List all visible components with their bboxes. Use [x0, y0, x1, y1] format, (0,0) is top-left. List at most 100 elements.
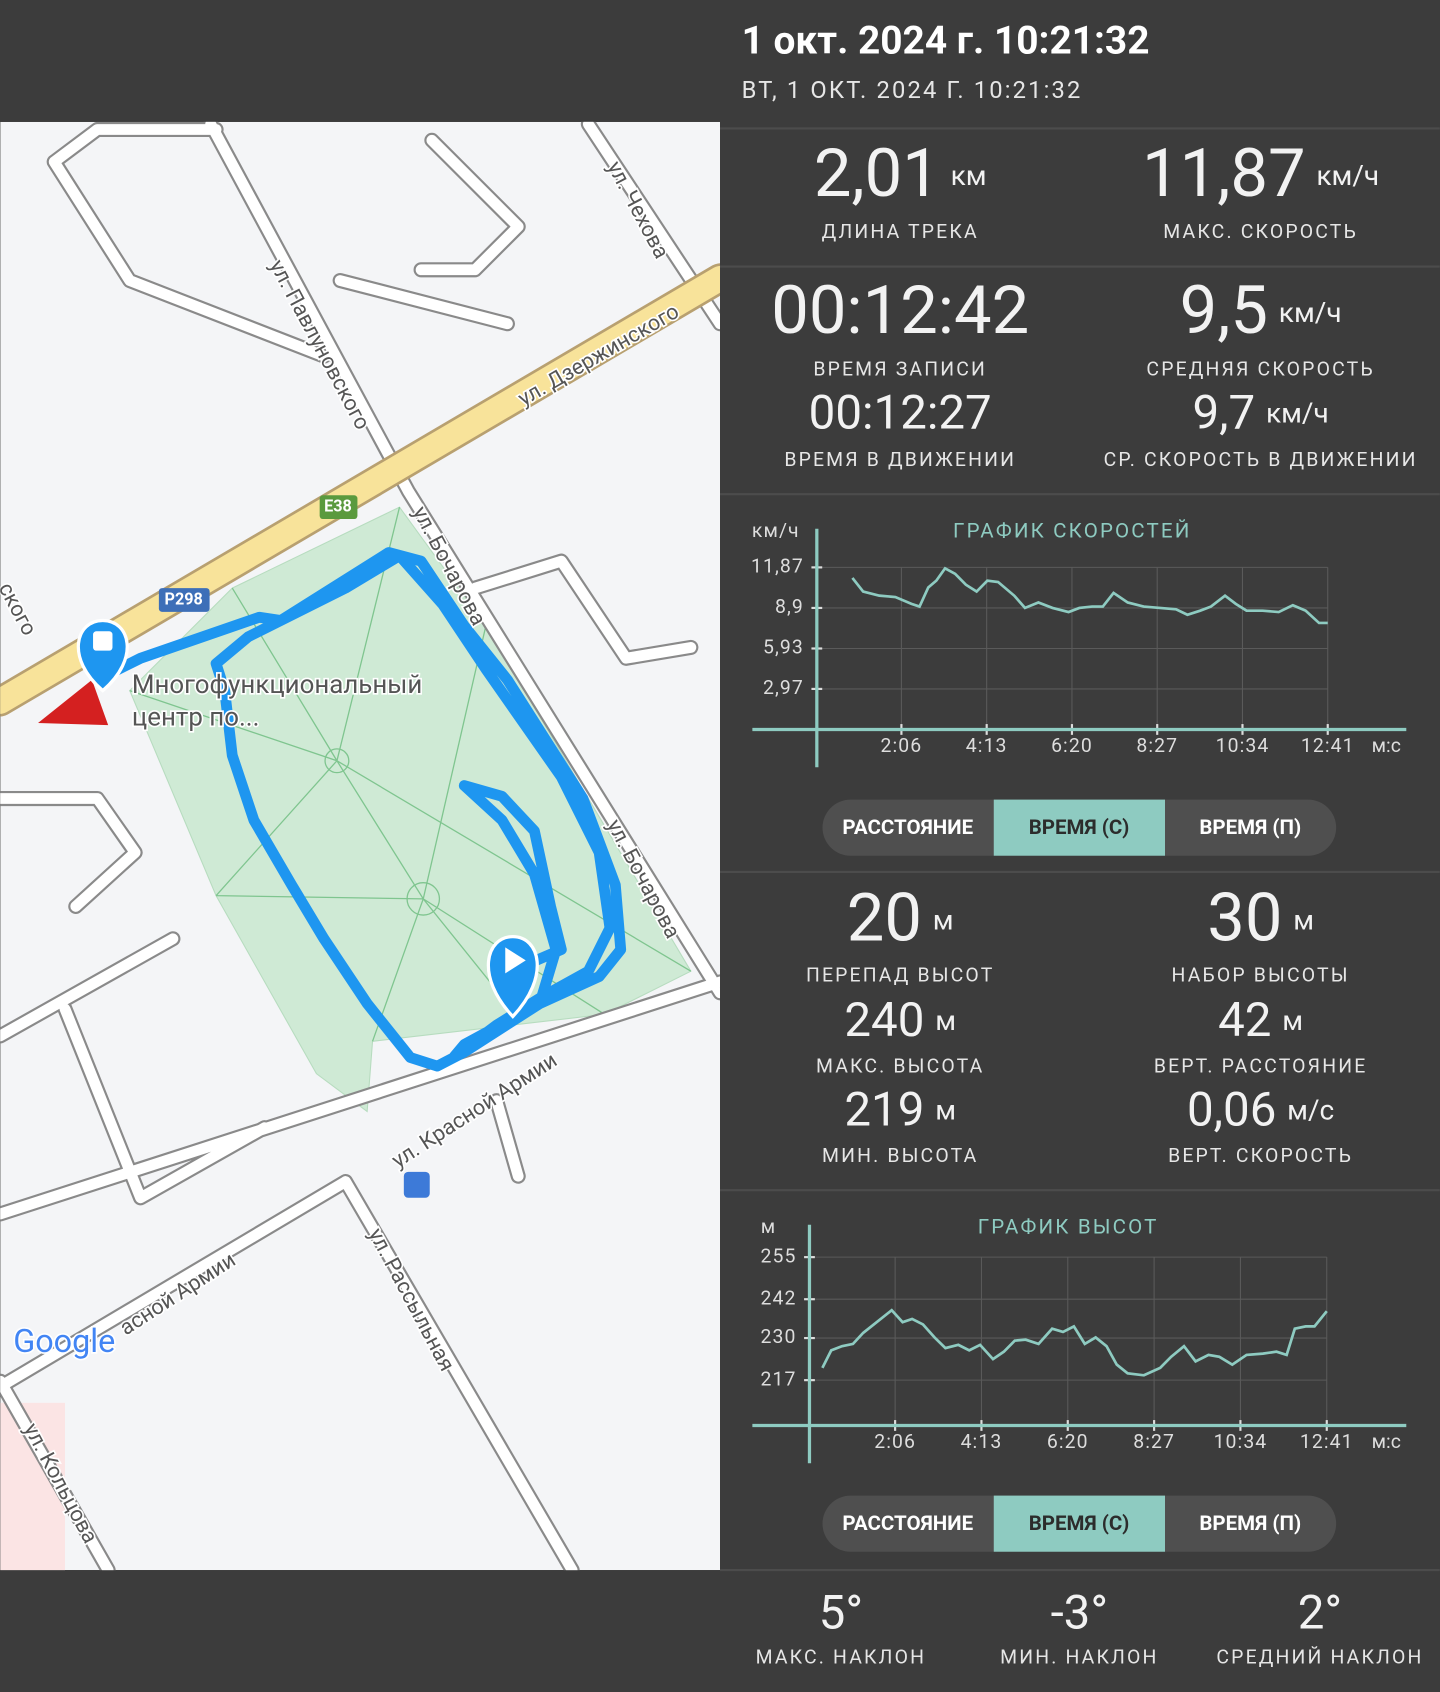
stat-number: 2,01 [814, 135, 940, 213]
header-title: 1 окт. 2024 г. 10:21:32 [742, 18, 1150, 63]
start-marker[interactable] [486, 935, 539, 1019]
y-tick-label: 230 [761, 1325, 797, 1348]
x-tick-label: 12:41 [1300, 1430, 1354, 1453]
stat-number: 00:12:42 [771, 272, 1029, 350]
map[interactable]: E38 P298 ул. Чехова ул. Павлуновского ул… [0, 121, 720, 1576]
mode-button[interactable]: РАССТОЯНИЕ [842, 816, 973, 840]
stat-value: 9,7 км/ч [1192, 384, 1328, 440]
track [105, 547, 627, 1072]
separators [719, 127, 1440, 1572]
stat-number: 219 [844, 1081, 924, 1137]
stat-unit: км/ч [1316, 159, 1379, 192]
map-logo: Google [13, 1322, 115, 1360]
data-line [821, 1308, 1328, 1377]
mode-button[interactable]: РАССТОЯНИЕ [842, 1512, 973, 1536]
stat-unit: м [1293, 904, 1314, 937]
stat-value: 219 м [844, 1081, 956, 1137]
stat-number: 0,06 [1187, 1081, 1276, 1137]
stat-number: 9,7 [1192, 384, 1255, 440]
stat-number: 42 [1218, 992, 1271, 1048]
stat-value: -3° [1051, 1584, 1109, 1640]
stat-label: МИН. НАКЛОН [1000, 1646, 1158, 1669]
mode-button-selected[interactable] [993, 799, 1166, 856]
road-badge-text: E38 [324, 496, 352, 515]
header-subtitle: ВТ, 1 ОКТ. 2024 Г. 10:21:32 [742, 76, 1083, 104]
stat-label: ВЕРТ. СКОРОСТЬ [1168, 1144, 1353, 1167]
chart-title: ГРАФИК ВЫСОТ [978, 1215, 1159, 1239]
stat-value: 11,87 км/ч [1142, 135, 1379, 213]
stat-number: 11,87 [1142, 135, 1306, 213]
stat-number: 2° [1298, 1584, 1342, 1640]
y-tick-label: 11,87 [751, 555, 804, 578]
mode-button[interactable]: ВРЕМЯ (П) [1199, 1512, 1301, 1536]
stat-unit: км/ч [1266, 397, 1329, 430]
poi-label: центр по... [132, 703, 260, 733]
stat-value: 2° [1298, 1584, 1342, 1640]
stat-unit: км/ч [1279, 296, 1342, 329]
x-tick-label: 4:13 [961, 1430, 1003, 1453]
x-tick-label: 6:20 [1051, 734, 1093, 757]
stat-value: 00:12:42 [771, 272, 1029, 350]
chart-title: ГРАФИК СКОРОСТЕЙ [953, 519, 1191, 543]
stat-unit: м [935, 1004, 956, 1037]
x-tick-label: 10:34 [1214, 1430, 1268, 1453]
stat-label: ВРЕМЯ В ДВИЖЕНИИ [784, 448, 1016, 471]
stat-number: 00:12:27 [809, 384, 992, 440]
stat-label: ВРЕМЯ ЗАПИСИ [813, 357, 987, 380]
y-axis-label: м [761, 1215, 776, 1238]
stat-unit: м/с [1287, 1094, 1334, 1127]
stat-value: 2,01 км [814, 135, 987, 213]
mode-button[interactable]: ВРЕМЯ (С) [1029, 816, 1130, 840]
y-tick-label: 255 [761, 1244, 797, 1267]
x-tick-label: 8:27 [1133, 1430, 1175, 1453]
poi-icon [38, 679, 109, 726]
stat-label: СРЕДНЯЯ СКОРОСТЬ [1146, 357, 1374, 380]
stat-value: 20 м [847, 879, 954, 957]
stat-label: ДЛИНА ТРЕКА [822, 220, 979, 243]
stat-number: 5° [819, 1584, 863, 1640]
y-tick-label: 8,9 [775, 595, 804, 618]
stat-value: 42 м [1218, 992, 1303, 1048]
start-marker-icon [505, 947, 526, 974]
park-paths [129, 507, 692, 1042]
stat-unit: м [935, 1094, 956, 1127]
x-tick-label: 4:13 [966, 734, 1008, 757]
stat-unit: км [951, 159, 987, 192]
stat-label: ВЕРТ. РАССТОЯНИЕ [1154, 1054, 1368, 1077]
x-tick-label: 10:34 [1216, 734, 1270, 757]
stat-number: 20 [847, 879, 922, 957]
stats-panel [719, 127, 1440, 1572]
y-tick-label: 2,97 [763, 676, 804, 699]
stat-unit: м [933, 904, 954, 937]
stat-value: 9,5 км/ч [1180, 272, 1342, 350]
stat-label: МАКС. ВЫСОТА [816, 1054, 985, 1077]
x-axis-label: м:с [1372, 1430, 1401, 1453]
stat-label: СРЕДНИЙ НАКЛОН [1216, 1646, 1423, 1669]
stat-label: МАКС. СКОРОСТЬ [1163, 220, 1358, 243]
road-badge [319, 495, 358, 520]
y-axis-label: км/ч [752, 519, 800, 542]
stat-label: МАКС. НАКЛОН [756, 1646, 927, 1669]
mode-button[interactable]: ВРЕМЯ (П) [1199, 816, 1301, 840]
stat-number: -3° [1051, 1584, 1109, 1640]
stat-label: ПЕРЕПАД ВЫСОТ [806, 964, 994, 987]
bus-stop[interactable] [403, 1171, 430, 1198]
x-tick-label: 12:41 [1301, 734, 1355, 757]
mode-button[interactable]: ВРЕМЯ (С) [1029, 1512, 1130, 1536]
road-badge [158, 588, 210, 612]
stat-number: 240 [844, 992, 924, 1048]
y-tick-label: 242 [761, 1286, 797, 1309]
end-marker[interactable] [76, 618, 129, 693]
poi-label: Многофункциональный [132, 670, 422, 700]
stat-value: 0,06 м/с [1187, 1081, 1334, 1137]
end-marker-icon [93, 631, 113, 651]
stat-value: 30 м [1207, 879, 1314, 957]
stat-number: 30 [1207, 879, 1282, 957]
x-tick-label: 2:06 [881, 734, 923, 757]
stat-label: СР. СКОРОСТЬ В ДВИЖЕНИИ [1104, 448, 1418, 471]
road-badge-text: P298 [165, 589, 203, 608]
stat-value: 240 м [844, 992, 956, 1048]
stat-value: 5° [819, 1584, 863, 1640]
x-tick-label: 6:20 [1047, 1430, 1089, 1453]
mode-button-selected[interactable] [993, 1495, 1166, 1552]
